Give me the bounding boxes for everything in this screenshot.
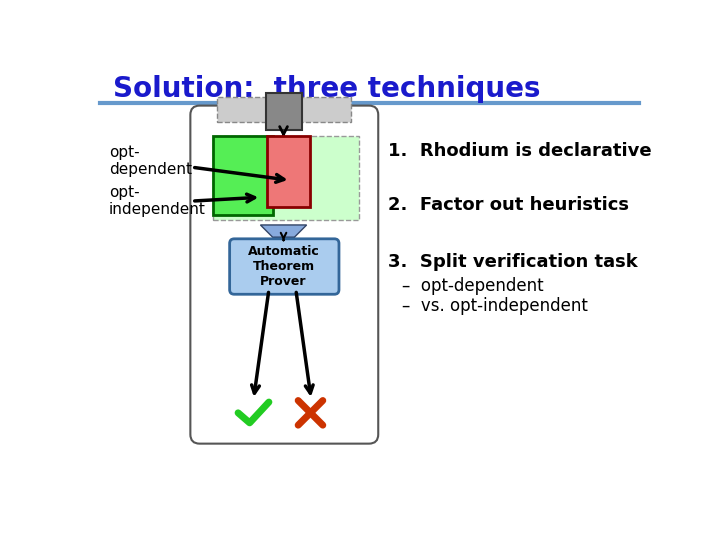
Text: opt-
dependent: opt- dependent — [109, 145, 192, 177]
Text: –  opt-dependent: – opt-dependent — [402, 276, 544, 294]
Bar — [267, 136, 310, 207]
Polygon shape — [261, 225, 307, 237]
Bar — [212, 136, 359, 220]
Bar — [266, 93, 302, 130]
Text: Solution:  three techniques: Solution: three techniques — [113, 75, 541, 103]
Bar — [273, 237, 294, 244]
Text: 3.  Split verification task: 3. Split verification task — [388, 253, 638, 272]
Text: opt-
independent: opt- independent — [109, 185, 206, 217]
Text: Automatic
Theorem
Prover: Automatic Theorem Prover — [248, 245, 320, 288]
FancyBboxPatch shape — [230, 239, 339, 294]
Text: 2.  Factor out heuristics: 2. Factor out heuristics — [388, 195, 629, 214]
FancyBboxPatch shape — [190, 106, 378, 444]
Bar — [217, 97, 351, 122]
Text: –  vs. opt-independent: – vs. opt-independent — [402, 298, 588, 315]
Text: 1.  Rhodium is declarative: 1. Rhodium is declarative — [388, 142, 652, 160]
Bar — [212, 136, 273, 215]
